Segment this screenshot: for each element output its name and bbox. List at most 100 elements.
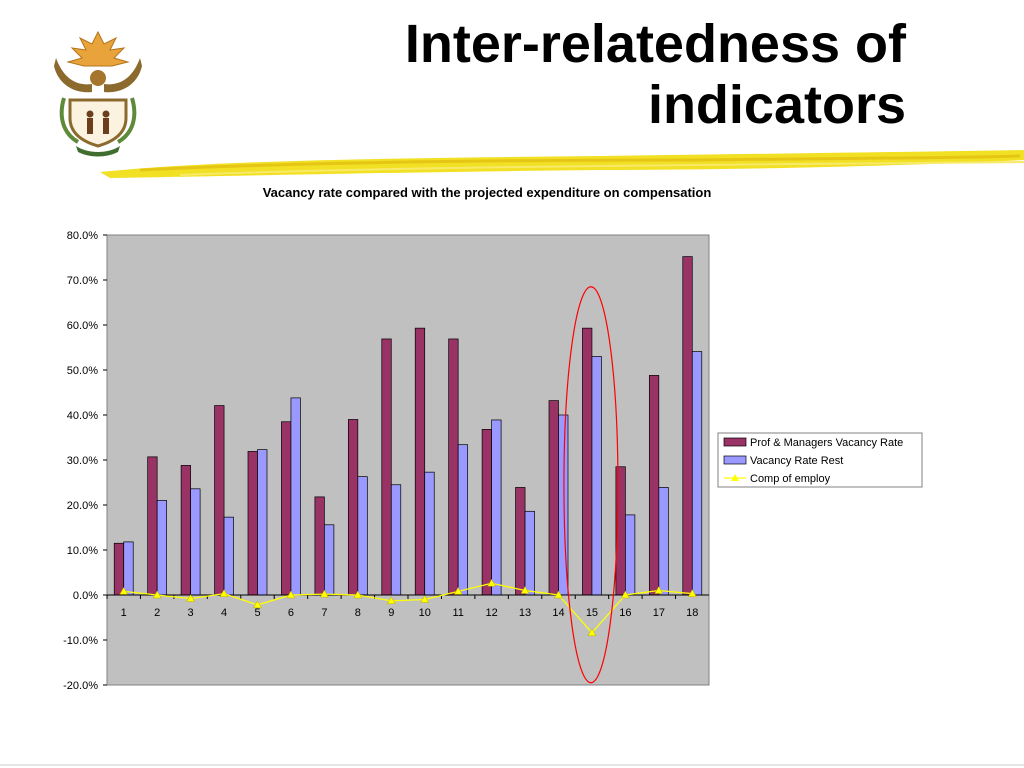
comp-of-employ-marker — [420, 594, 430, 603]
chart-legend: Prof & Managers Vacancy Rate Vacancy Rate… — [717, 432, 923, 488]
x-tick-label: 9 — [388, 607, 394, 619]
x-axis: 1 2 3 4 5 6 7 8 9 10 11 12 13 14 15 16 17 18 — [106, 595, 698, 619]
comp-of-employ-marker — [554, 590, 563, 599]
y-tick-label: -20.0% — [63, 680, 98, 692]
comp-of-employ-marker — [487, 578, 497, 587]
x-tick-label: 12 — [485, 607, 497, 619]
bar-vacancy-rest — [524, 510, 535, 596]
legend-swatch — [723, 455, 747, 465]
y-tick-label: 40.0% — [67, 410, 98, 422]
y-tick-label: -10.0% — [63, 635, 98, 647]
page-title-line-2: indicators — [647, 75, 906, 135]
bar-vacancy-rest — [390, 484, 402, 596]
bar-series — [113, 256, 703, 596]
legend-label: Prof & Managers Vacancy Rate — [750, 437, 903, 449]
bar-vacancy-rest — [625, 514, 636, 596]
legend-swatch-marker — [731, 474, 739, 481]
bar-vacancy-rest — [691, 351, 703, 596]
comp-of-employ-marker — [520, 585, 530, 594]
y-tick-label: 60.0% — [67, 320, 98, 332]
bar-prof-managers — [448, 338, 459, 596]
chart-title: Vacancy rate compared with the projected… — [263, 185, 712, 200]
x-tick-label: 5 — [254, 607, 260, 619]
bar-prof-managers — [582, 327, 593, 596]
bar-prof-managers — [682, 256, 693, 596]
bar-prof-managers — [515, 487, 526, 596]
legend-swatch — [723, 437, 747, 447]
x-tick-label: 3 — [188, 607, 194, 619]
x-tick-label: 4 — [221, 607, 227, 619]
x-tick-label: 13 — [519, 607, 531, 619]
bar-vacancy-rest — [424, 471, 435, 596]
x-tick-label: 1 — [121, 607, 127, 619]
coat-of-arms-logo — [54, 30, 142, 157]
x-tick-label: 15 — [586, 607, 598, 619]
x-tick-label: 14 — [552, 607, 564, 619]
y-tick-label: 50.0% — [67, 365, 98, 377]
y-tick-label: 70.0% — [67, 275, 98, 287]
x-tick-label: 16 — [619, 607, 631, 619]
bar-vacancy-rest — [491, 419, 502, 596]
y-axis: 80.0% 70.0% 60.0% 50.0% 40.0% 30.0% 20.0% 10.0%… — [63, 230, 107, 692]
bar-vacancy-rest — [357, 476, 368, 596]
bar-prof-managers — [414, 327, 426, 596]
comp-of-employ-marker — [186, 594, 196, 602]
legend-label: Comp of employ — [750, 473, 831, 485]
bar-prof-managers — [214, 405, 225, 596]
footer-divider — [0, 764, 1024, 766]
bar-vacancy-rest — [658, 487, 669, 596]
x-tick-label: 6 — [288, 607, 294, 619]
bar-prof-managers — [548, 400, 559, 596]
x-tick-label: 7 — [321, 607, 327, 619]
x-tick-label: 18 — [686, 607, 698, 619]
comp-of-employ-series — [119, 578, 697, 637]
legend-box — [717, 432, 923, 488]
comp-of-employ-marker — [587, 628, 597, 637]
comp-of-employ-marker — [219, 589, 229, 597]
bar-prof-managers — [381, 338, 392, 596]
comp-of-employ-marker — [654, 585, 664, 594]
bar-prof-managers — [247, 451, 258, 596]
x-tick-label: 10 — [419, 607, 431, 619]
highlight-ellipse — [563, 286, 619, 684]
y-tick-label: 80.0% — [67, 230, 98, 242]
title-underline-brush — [100, 150, 1024, 178]
comp-of-employ-marker — [453, 586, 463, 595]
bar-prof-managers — [648, 375, 660, 596]
bar-prof-managers — [481, 429, 492, 596]
comp-of-employ-marker — [620, 590, 630, 599]
bar-vacancy-rest — [290, 397, 301, 596]
comp-of-employ-marker — [319, 589, 329, 598]
x-tick-label: 17 — [653, 607, 665, 619]
x-tick-label: 11 — [452, 607, 463, 619]
x-tick-label: 8 — [355, 607, 361, 619]
comp-of-employ-marker — [286, 590, 296, 599]
comp-of-employ-marker — [353, 590, 363, 599]
comp-of-employ-marker — [253, 600, 262, 609]
bar-prof-managers — [113, 542, 125, 596]
y-tick-label: 20.0% — [67, 500, 98, 512]
bar-vacancy-rest — [123, 541, 134, 596]
bar-vacancy-rest — [156, 500, 168, 596]
legend-label: Vacancy Rate Rest — [750, 455, 843, 467]
comp-of-employ-marker — [386, 596, 396, 605]
y-tick-label: 30.0% — [67, 455, 98, 467]
y-tick-label: 10.0% — [67, 545, 98, 557]
comp-of-employ-marker — [152, 590, 162, 599]
bar-vacancy-rest — [457, 444, 469, 596]
bar-prof-managers — [281, 421, 292, 596]
bar-vacancy-rest — [190, 488, 201, 596]
comp-of-employ-marker — [119, 586, 129, 595]
bar-prof-managers — [180, 465, 191, 596]
y-tick-label: 0.0% — [73, 590, 98, 602]
comp-of-employ-marker — [687, 589, 697, 597]
bar-vacancy-rest — [223, 516, 234, 596]
bar-vacancy-rest — [591, 356, 602, 596]
bar-vacancy-rest — [324, 524, 335, 596]
bar-prof-managers — [147, 456, 158, 596]
bar-prof-managers — [314, 496, 325, 596]
plot-area — [106, 234, 710, 686]
bar-vacancy-rest — [257, 449, 268, 596]
page-title-line-1: Inter-relatedness of — [404, 14, 906, 74]
